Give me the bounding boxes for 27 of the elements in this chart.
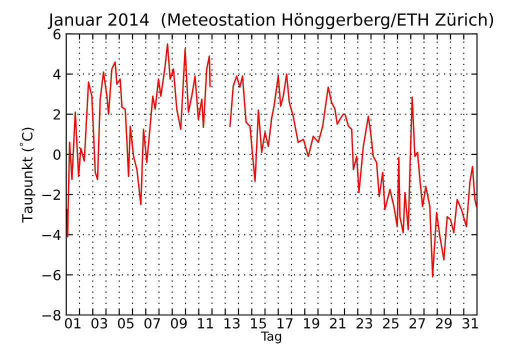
x-tick-label: 21 (330, 318, 346, 328)
x-tick-label: 23 (356, 318, 372, 329)
y-tick-label: 0 (53, 149, 60, 160)
y-tick-label: 2 (54, 109, 60, 120)
x-tick-label: 03 (91, 318, 108, 329)
x-tick-label: 13 (224, 318, 240, 329)
x-tick-label: 27 (410, 318, 426, 328)
x-tick-label: 15 (251, 318, 266, 329)
x-tick-label: 29 (436, 318, 452, 329)
chart-title: Januar 2014 (Meteostation Hönggerberg/ETH Zürich) (48, 12, 494, 30)
y-tick-label: 4 (53, 69, 61, 80)
x-tick-label: 01 (64, 318, 80, 329)
y-tick-label: −2 (42, 190, 60, 200)
x-tick-label: 09 (170, 318, 187, 329)
x-tick-label: 05 (118, 318, 134, 329)
x-tick-label: 31 (462, 318, 478, 329)
x-tick-label: 17 (278, 318, 293, 328)
x-tick-label: 11 (198, 318, 213, 328)
y-tick-label: 6 (54, 28, 61, 40)
y-tick-label: −6 (42, 270, 61, 280)
y-tick-label: −4 (42, 230, 61, 240)
x-axis-title: Tag (261, 332, 282, 344)
x-tick-label: 25 (383, 318, 398, 329)
y-tick-label: −8 (42, 310, 60, 320)
x-tick-label: 19 (304, 318, 320, 329)
y-axis-title: Taupunkt ($^{°}$C) (20, 128, 36, 223)
x-tick-label: 07 (144, 318, 160, 329)
